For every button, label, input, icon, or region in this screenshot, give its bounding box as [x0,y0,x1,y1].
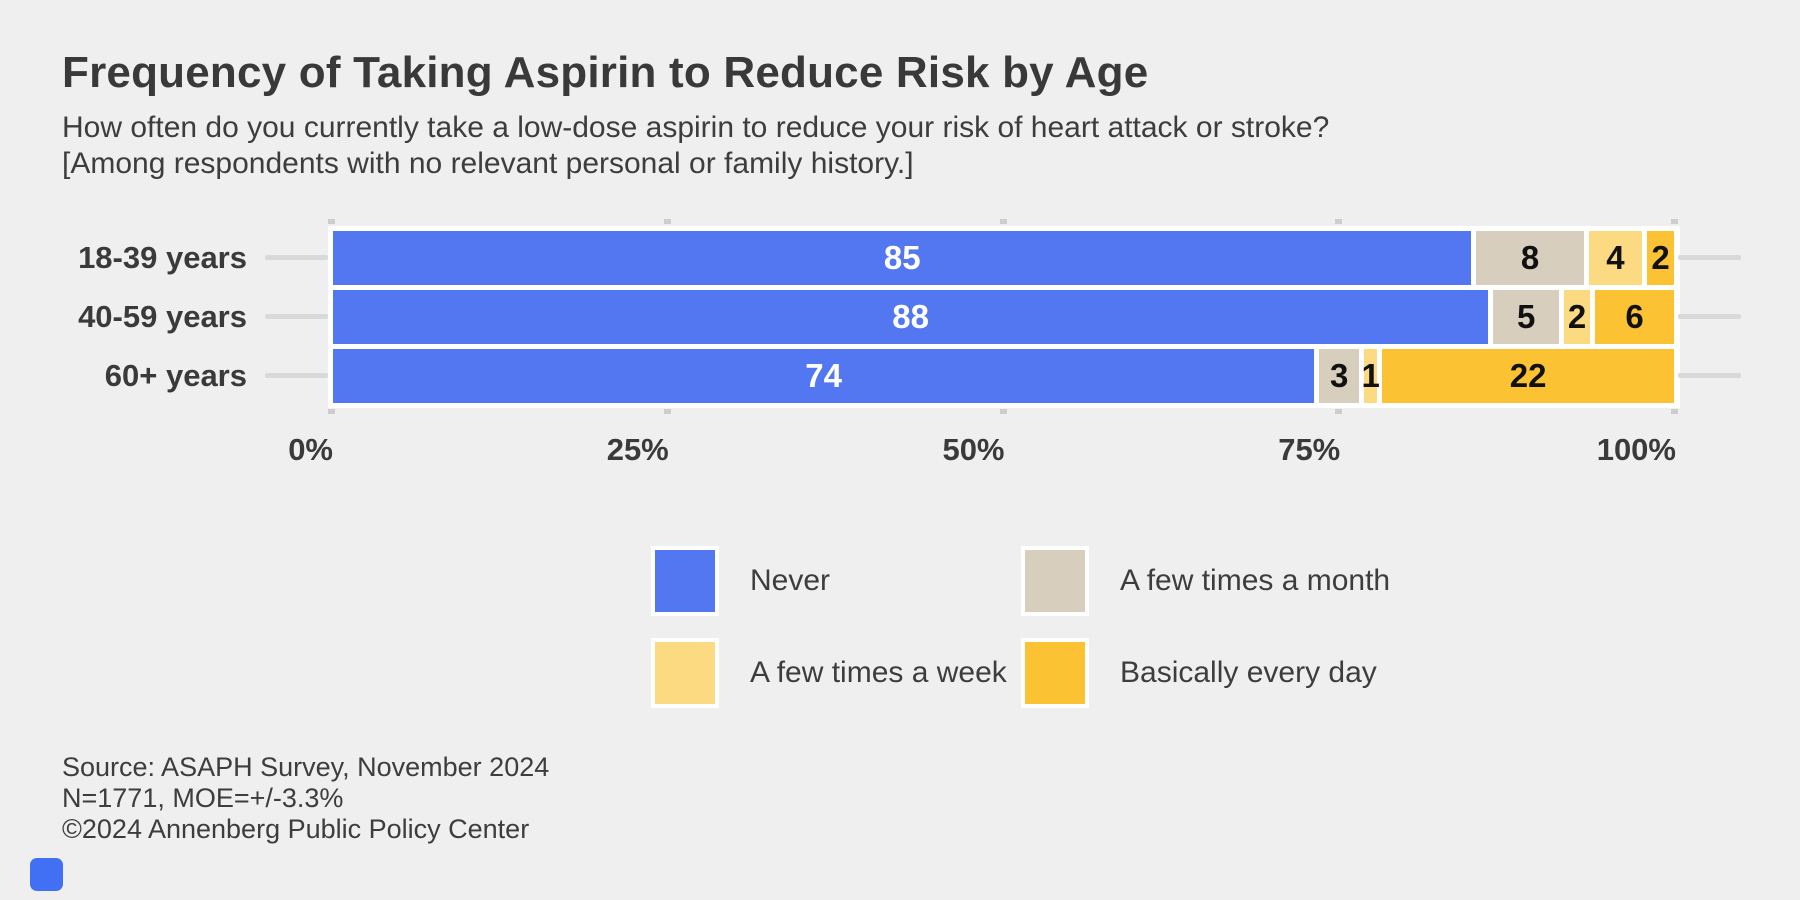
sample-size-line: N=1771, MOE=+/-3.3% [62,783,344,813]
axis-tick-top [999,219,1007,224]
axis-tick-bottom [999,409,1007,414]
bar-value: 2 [1567,297,1587,335]
legend-label: A few times a month [1120,564,1391,597]
bar-segment: 22 [1382,348,1674,403]
bar-row: 74 3 1 22 [333,348,1674,403]
row-baseline-right [1678,373,1741,379]
bar-value: 8 [1520,238,1540,276]
legend-swatch [651,638,719,708]
axis-tick-top [328,219,335,224]
chart-subtitle: How often do you currently take a low-do… [62,110,1622,182]
bar-segment: 2 [1647,230,1674,285]
axis-tick-bottom [328,409,335,414]
legend-swatch [1021,546,1089,616]
bar-value: 22 [1509,356,1547,394]
bar-row: 88 5 2 6 [333,289,1674,344]
bar-segment: 6 [1595,289,1674,344]
bar-segment: 88 [333,289,1489,344]
bar-row: 85 8 4 2 [333,230,1674,285]
row-baseline-right [1678,255,1741,261]
bar-segment: 74 [333,348,1315,403]
axis-tick-top [1335,219,1343,224]
chart-title: Frequency of Taking Aspirin to Reduce Ri… [62,48,1149,97]
source-note: Source: ASAPH Survey, November 2024 N=17… [62,752,962,845]
source-line: Source: ASAPH Survey, November 2024 [62,752,550,782]
bar-segment: 2 [1563,289,1591,344]
legend-item: Basically every day [1021,638,1377,708]
brand-logo-chip [30,858,63,891]
bar-value: 3 [1329,356,1349,394]
row-baseline-left [265,255,328,261]
row-label: 40-59 years [78,298,247,334]
axis-tick-bottom [663,409,671,414]
bar-value: 85 [883,238,921,276]
axis-tick-bottom [1335,409,1343,414]
legend-item: Never [651,546,830,616]
bar-segment: 5 [1493,289,1559,344]
bar-segment: 1 [1361,348,1380,403]
legend-item: A few times a week [651,638,1007,708]
chart-subtitle-line2: [Among respondents with no relevant pers… [62,147,914,180]
bar-value: 6 [1625,297,1644,335]
bar-value: 2 [1651,238,1670,276]
axis-tick-top [1671,219,1678,224]
bar-segment: 4 [1588,230,1643,285]
axis-tick-label: 75% [1278,432,1341,467]
legend-label: Basically every day [1120,656,1377,689]
bar-segment: 85 [333,230,1472,285]
row-baseline-left [265,373,328,379]
legend-item: A few times a month [1021,546,1390,616]
bar-value: 74 [805,356,842,394]
row-label: 60+ years [104,357,247,393]
axis-tick-label: 0% [288,432,333,467]
axis-tick-label: 25% [606,432,669,467]
legend-swatch [651,546,719,616]
bar-value: 4 [1606,238,1625,276]
axis-tick-label: 50% [942,432,1005,467]
axis-tick-bottom [1671,409,1678,414]
bar-value: 1 [1361,356,1380,394]
chart-subtitle-line1: How often do you currently take a low-do… [62,111,1330,144]
copyright-line: ©2024 Annenberg Public Policy Center [62,814,530,844]
bar-value: 5 [1516,297,1536,335]
axis-tick-top [663,219,671,224]
bar-value: 88 [892,297,930,335]
legend-label: Never [750,564,831,597]
legend-swatch [1021,638,1089,708]
row-baseline-left [265,314,328,320]
legend-label: A few times a week [750,656,1007,689]
bar-segment: 3 [1319,348,1360,403]
row-label: 18-39 years [78,239,247,275]
axis-tick-label: 100% [1596,432,1676,467]
bar-segment: 8 [1476,230,1584,285]
row-baseline-right [1678,314,1741,320]
